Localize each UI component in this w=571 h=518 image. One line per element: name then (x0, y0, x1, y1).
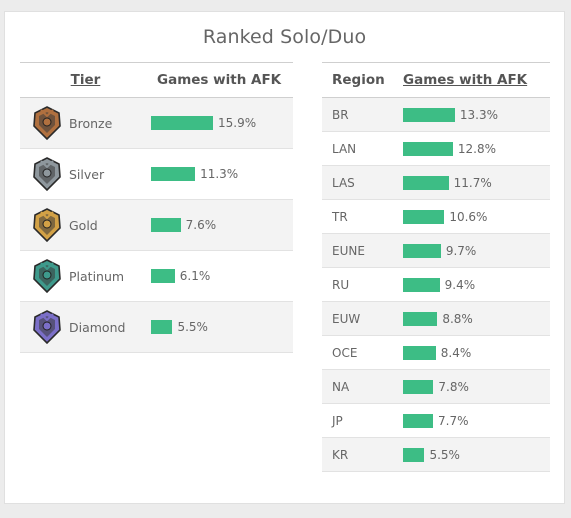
tier-row-silver: Silver 11.3% (20, 148, 293, 200)
region-eune-bar (403, 243, 441, 258)
region-row-tr: TR 10.6% (322, 199, 550, 234)
tier-name-label: Diamond (69, 319, 126, 335)
tier-platinum-bar (151, 269, 175, 283)
region-jp-bar (403, 413, 434, 428)
region-name-label: LAS (322, 165, 403, 200)
region-las-bar (403, 175, 449, 190)
region-oce-bar (403, 345, 436, 360)
region-row-las: LAS 11.7% (322, 165, 550, 200)
diamond-emblem-icon (33, 310, 61, 344)
region-tr-bar (403, 209, 445, 224)
tier-row-diamond: Diamond 5.5% (20, 301, 293, 353)
region-name-label: JP (322, 403, 403, 438)
region-eune-value-label: 9.7% (445, 243, 477, 258)
region-kr-value-label: 5.5% (429, 447, 460, 462)
region-name-label: EUW (322, 301, 403, 336)
region-ru-bar (403, 277, 440, 292)
region-euw-bar (403, 311, 438, 326)
region-name-label: OCE (322, 335, 403, 370)
region-name-label: NA (322, 369, 403, 404)
tier-name-label: Bronze (69, 115, 113, 131)
tier-platinum-value-label: 6.1% (179, 269, 211, 283)
tier-bronze-bar (151, 116, 213, 130)
chart-title: Ranked Solo/Duo (202, 26, 367, 48)
tier-row-bronze: Bronze 15.9% (20, 97, 293, 149)
tier-column-header[interactable]: Tier (20, 62, 151, 98)
tier-gold-bar (151, 218, 181, 232)
tier-gold-value-label: 7.6% (185, 218, 217, 232)
region-row-lan: LAN 12.8% (322, 131, 550, 166)
region-name-label: TR (322, 199, 403, 234)
region-euw-value-label: 8.8% (442, 311, 473, 326)
gold-emblem-icon (33, 208, 61, 242)
bronze-emblem-icon (33, 106, 61, 140)
region-las-value-label: 11.7% (453, 175, 492, 190)
silver-emblem-icon (33, 157, 61, 191)
region-name-label: EUNE (322, 233, 403, 268)
region-row-na: NA 7.8% (322, 369, 550, 404)
tier-diamond-bar (151, 320, 173, 334)
region-name-label: KR (322, 437, 403, 472)
tier-name-label: Silver (69, 166, 105, 182)
tier-afk-column-header[interactable]: Games with AFK (151, 62, 293, 98)
region-tr-value-label: 10.6% (449, 209, 488, 224)
region-column-header[interactable]: Region (322, 62, 403, 98)
tier-bronze-value-label: 15.9% (218, 116, 257, 130)
region-table: Region Games with AFK BR 13.3% LAN 12.8% LAS… (322, 62, 550, 472)
region-na-value-label: 7.8% (438, 379, 469, 394)
platinum-emblem-icon (33, 259, 61, 293)
region-lan-bar (403, 141, 453, 156)
tier-row-platinum: Platinum 6.1% (20, 250, 293, 302)
region-br-value-label: 13.3% (459, 107, 498, 122)
region-name-label: BR (322, 97, 403, 132)
region-lan-value-label: 12.8% (457, 141, 497, 156)
region-row-br: BR 13.3% (322, 97, 550, 132)
region-ru-value-label: 9.4% (444, 277, 476, 292)
chart-card: Ranked Solo/Duo Tier Games with AFK Bron… (4, 11, 565, 504)
region-row-eune: EUNE 9.7% (322, 233, 550, 268)
region-row-euw: EUW 8.8% (322, 301, 550, 336)
region-oce-value-label: 8.4% (440, 345, 472, 360)
region-na-bar (403, 379, 434, 394)
tier-table: Tier Games with AFK Bronze 15.9% Silver 11.… (20, 62, 293, 353)
tier-row-gold: Gold 7.6% (20, 199, 293, 251)
tier-name-label: Platinum (69, 268, 125, 284)
region-row-kr: KR 5.5% (322, 437, 550, 472)
tier-diamond-value-label: 5.5% (177, 320, 208, 334)
region-afk-column-header[interactable]: Games with AFK (403, 62, 550, 98)
region-row-oce: OCE 8.4% (322, 335, 550, 370)
region-name-label: LAN (322, 131, 403, 166)
tier-name-label: Gold (69, 217, 98, 233)
region-row-ru: RU 9.4% (322, 267, 550, 302)
region-name-label: RU (322, 267, 403, 302)
tier-silver-value-label: 11.3% (200, 167, 239, 181)
region-jp-value-label: 7.7% (438, 413, 469, 428)
region-br-bar (403, 107, 455, 122)
tier-silver-bar (151, 167, 196, 181)
region-row-jp: JP 7.7% (322, 403, 550, 438)
region-kr-bar (403, 447, 425, 462)
